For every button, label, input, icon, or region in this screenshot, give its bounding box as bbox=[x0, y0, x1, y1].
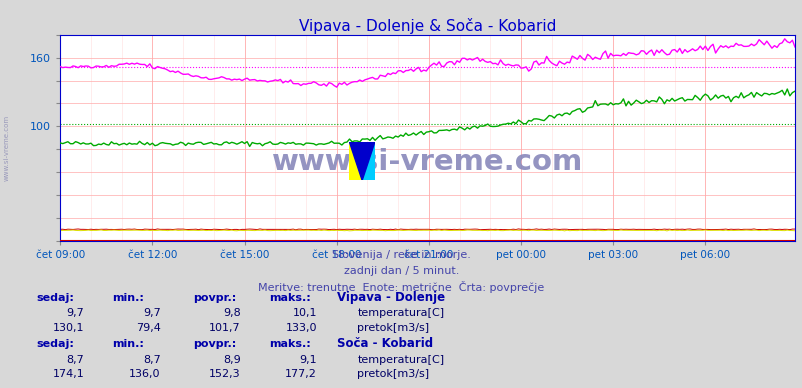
Polygon shape bbox=[349, 142, 375, 180]
Text: 10,1: 10,1 bbox=[292, 308, 317, 318]
Polygon shape bbox=[349, 142, 362, 180]
Text: povpr.:: povpr.: bbox=[192, 293, 236, 303]
Text: 177,2: 177,2 bbox=[285, 369, 317, 379]
Text: Vipava - Dolenje: Vipava - Dolenje bbox=[337, 291, 445, 304]
Text: Meritve: trenutne  Enote: metrične  Črta: povprečje: Meritve: trenutne Enote: metrične Črta: … bbox=[258, 281, 544, 293]
Text: pretok[m3/s]: pretok[m3/s] bbox=[357, 322, 429, 333]
Text: 8,7: 8,7 bbox=[143, 355, 160, 365]
Text: zadnji dan / 5 minut.: zadnji dan / 5 minut. bbox=[343, 266, 459, 276]
Text: 130,1: 130,1 bbox=[53, 322, 84, 333]
Polygon shape bbox=[362, 142, 375, 180]
Text: sedaj:: sedaj: bbox=[36, 293, 74, 303]
Text: Slovenija / reke in morje.: Slovenija / reke in morje. bbox=[332, 250, 470, 260]
Text: povpr.:: povpr.: bbox=[192, 339, 236, 349]
Text: maks.:: maks.: bbox=[269, 339, 310, 349]
Text: 8,9: 8,9 bbox=[223, 355, 241, 365]
Text: temperatura[C]: temperatura[C] bbox=[357, 308, 444, 318]
Text: 9,7: 9,7 bbox=[143, 308, 160, 318]
Text: temperatura[C]: temperatura[C] bbox=[357, 355, 444, 365]
Text: 9,7: 9,7 bbox=[67, 308, 84, 318]
Text: 174,1: 174,1 bbox=[52, 369, 84, 379]
Text: pretok[m3/s]: pretok[m3/s] bbox=[357, 369, 429, 379]
Text: 136,0: 136,0 bbox=[129, 369, 160, 379]
Text: 101,7: 101,7 bbox=[209, 322, 241, 333]
Title: Vipava - Dolenje & Soča - Kobarid: Vipava - Dolenje & Soča - Kobarid bbox=[298, 18, 556, 34]
Text: 79,4: 79,4 bbox=[136, 322, 160, 333]
Text: www.si-vreme.com: www.si-vreme.com bbox=[3, 114, 10, 180]
Text: 133,0: 133,0 bbox=[286, 322, 317, 333]
Text: 8,7: 8,7 bbox=[67, 355, 84, 365]
Text: 9,1: 9,1 bbox=[299, 355, 317, 365]
Text: min.:: min.: bbox=[112, 339, 144, 349]
Text: Soča - Kobarid: Soča - Kobarid bbox=[337, 337, 433, 350]
Text: sedaj:: sedaj: bbox=[36, 339, 74, 349]
Text: maks.:: maks.: bbox=[269, 293, 310, 303]
Text: 9,8: 9,8 bbox=[223, 308, 241, 318]
Text: www.si-vreme.com: www.si-vreme.com bbox=[272, 149, 582, 177]
Text: 152,3: 152,3 bbox=[209, 369, 241, 379]
Text: min.:: min.: bbox=[112, 293, 144, 303]
